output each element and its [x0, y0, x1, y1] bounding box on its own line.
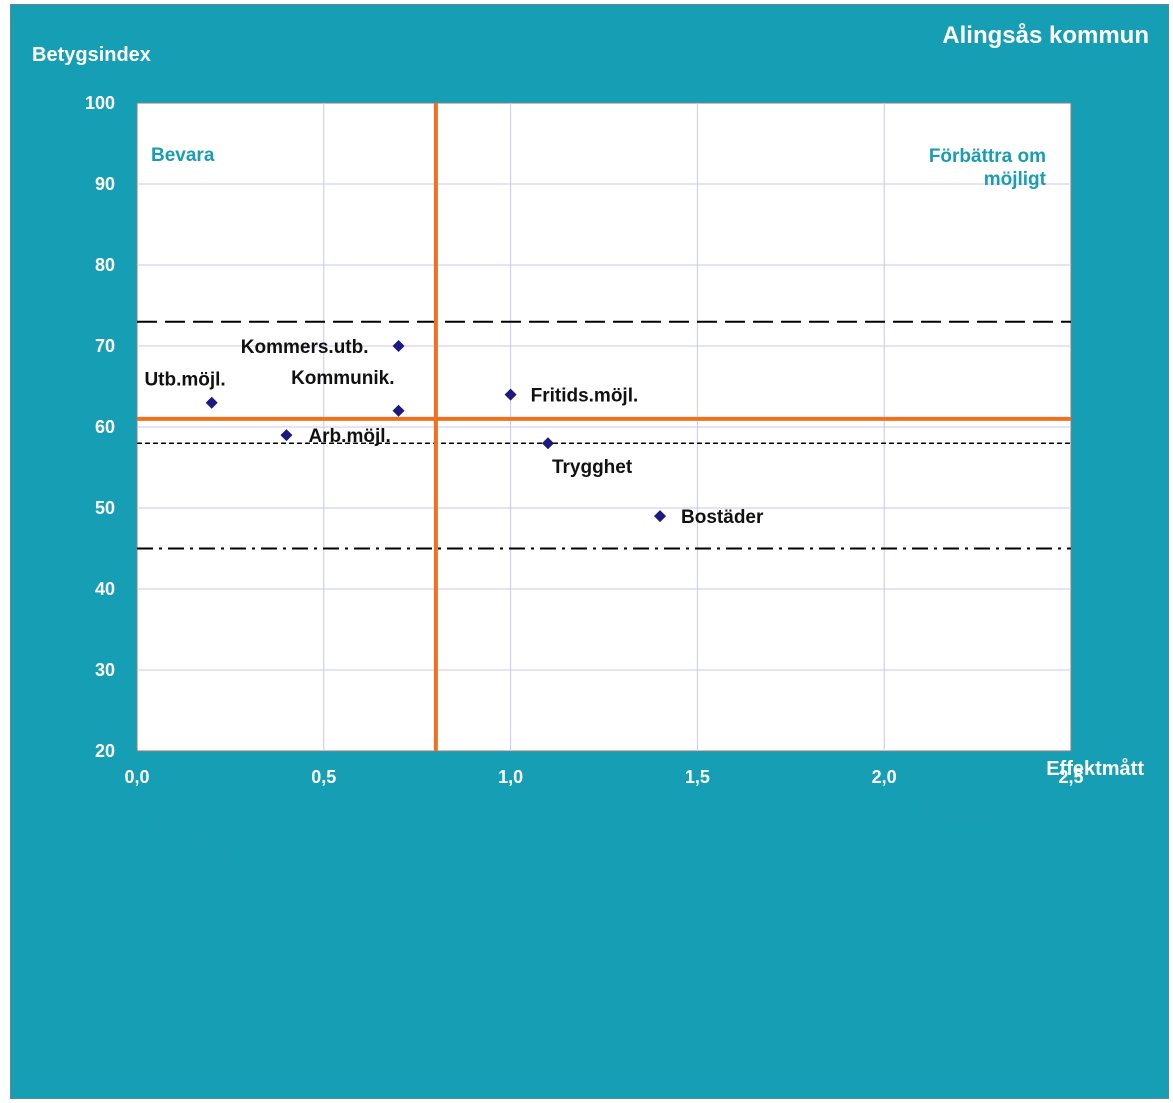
data-point-label: Kommers.utb.	[241, 337, 369, 358]
y-tick-label: 90	[95, 174, 115, 194]
y-tick-label: 30	[95, 660, 115, 680]
quadrant-label-top-left: Bevara	[151, 145, 215, 166]
data-points: Kommers.utb. Utb.möjl. Kommunik. Fritids.mö…	[144, 337, 764, 528]
data-point-label: Kommunik.	[291, 368, 394, 389]
y-tick-label: 60	[95, 417, 115, 437]
quadrant-label-top-right-line: Förbättra om	[929, 146, 1046, 167]
y-tick-label: 80	[95, 255, 115, 275]
quadrant-label-bottom-right-line: Prioritera	[922, 803, 1007, 824]
chart-title: Alingsås kommun	[942, 22, 1149, 49]
data-point	[392, 340, 405, 352]
x-tick-label: 1,5	[685, 767, 710, 787]
quadrant-dividers	[137, 103, 1071, 751]
quadrant-label-bottom-right: Prioritera	[922, 803, 1007, 824]
y-tick-label: 50	[95, 498, 115, 518]
x-tick-label: 2,0	[872, 767, 897, 787]
x-axis-title: Effektmått	[1046, 757, 1144, 780]
y-tick-label: 100	[85, 93, 115, 113]
data-point-label: Arb.möjl.	[308, 426, 390, 447]
grid	[137, 103, 1071, 751]
y-tick-label: 40	[95, 579, 115, 599]
data-point	[541, 437, 554, 450]
data-point-label: Utb.möjl.	[144, 370, 225, 391]
quadrant-labels: Bevara Förbättra om möjligt Lägre prioritet P…	[151, 145, 1047, 863]
reference-lines	[137, 320, 1071, 550]
data-point	[205, 396, 218, 409]
data-point-label: Trygghet	[552, 457, 633, 478]
y-tick-label: 70	[95, 336, 115, 356]
scatter-chart: Alingsås kommun Betygsindex Effektmått B…	[32, 22, 1149, 863]
x-tick-label: 2,5	[1058, 767, 1083, 787]
x-tick-label: 1,0	[498, 767, 523, 787]
chart-frame: Alingsås kommun Betygsindex Effektmått B…	[10, 4, 1169, 1099]
quadrant-label-bottom-left-line: prioritet	[157, 842, 229, 863]
quadrant-label-bottom-left-line: Lägre	[157, 819, 209, 840]
quadrant-label-top-right: Förbättra om möjligt	[929, 146, 1047, 190]
data-point	[280, 429, 293, 442]
data-point-label: Fritids.möjl.	[531, 386, 639, 407]
x-tick-label: 0,0	[124, 767, 149, 787]
quadrant-label-top-left-line: Bevara	[151, 145, 215, 166]
data-point	[392, 404, 405, 417]
data-point	[504, 388, 517, 401]
quadrant-label-bottom-left: Lägre prioritet	[157, 819, 229, 863]
y-axis-title: Betygsindex	[32, 44, 151, 66]
quadrant-label-top-right-line: möjligt	[984, 169, 1047, 190]
axis-ticks: 0,0 0,5 1,0 1,5 2,0 2,5 20 30 40 50 60 70 80 90 100	[85, 93, 1084, 787]
y-tick-label: 20	[95, 741, 115, 761]
x-tick-label: 0,5	[311, 767, 336, 787]
data-point-label: Bostäder	[681, 507, 764, 528]
